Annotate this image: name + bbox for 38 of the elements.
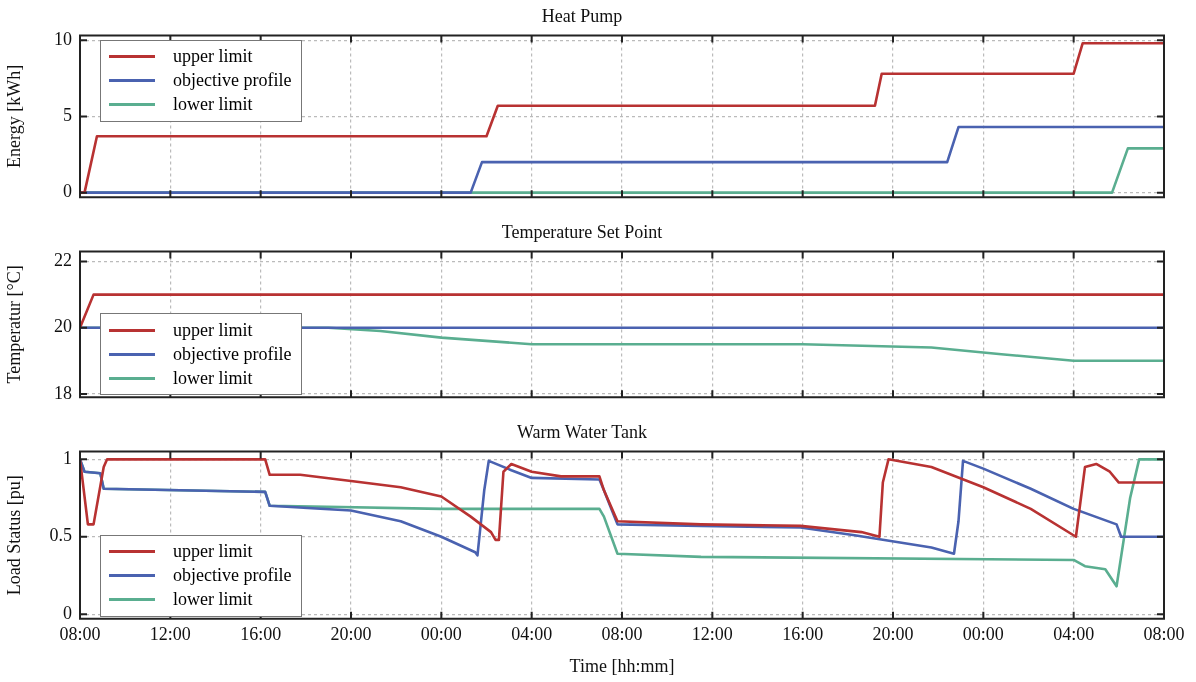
legend-label: upper limit: [173, 541, 253, 563]
legend-label: upper limit: [173, 46, 253, 68]
x-tick-label: 16:00: [240, 624, 282, 645]
legend-label: objective profile: [173, 565, 292, 587]
legend-label: objective profile: [173, 70, 292, 92]
y-tick-label: 22: [54, 250, 72, 271]
x-tick-label: 12:00: [691, 624, 733, 645]
y-axis-title: Energy [kWh]: [3, 64, 24, 168]
legend-label: lower limit: [173, 367, 253, 389]
y-tick-label: 0: [63, 602, 72, 623]
x-tick-label: 00:00: [962, 624, 1004, 645]
x-tick-label: 20:00: [330, 624, 372, 645]
x-tick-label: 08:00: [1143, 624, 1185, 645]
y-tick-label: 0.5: [49, 525, 72, 546]
legend-label: lower limit: [173, 589, 253, 611]
x-axis-title: Time [hh:mm]: [569, 655, 675, 676]
x-tick-label: 08:00: [601, 624, 643, 645]
y-tick-label: 18: [54, 382, 72, 403]
y-axis-title: Temperatur [°C]: [3, 265, 24, 384]
chart-title: Heat Pump: [541, 5, 623, 26]
x-tick-label: 12:00: [149, 624, 191, 645]
x-tick-label: 16:00: [782, 624, 824, 645]
chart-title: Temperature Set Point: [501, 221, 663, 242]
y-tick-label: 1: [63, 448, 72, 469]
chart-title: Warm Water Tank: [516, 421, 648, 442]
y-tick-label: 10: [54, 28, 72, 49]
x-tick-label: 04:00: [511, 624, 553, 645]
x-tick-label: 00:00: [420, 624, 462, 645]
legend-label: upper limit: [173, 319, 253, 341]
y-tick-label: 20: [54, 316, 72, 337]
x-tick-label: 04:00: [1053, 624, 1095, 645]
legend-label: lower limit: [173, 94, 253, 116]
y-tick-label: 0: [63, 181, 72, 202]
x-tick-label: 20:00: [872, 624, 914, 645]
legend-label: objective profile: [173, 343, 292, 365]
y-tick-label: 5: [63, 105, 72, 126]
y-axis-title: Load Status [pu]: [3, 475, 24, 596]
x-tick-label: 08:00: [59, 624, 101, 645]
